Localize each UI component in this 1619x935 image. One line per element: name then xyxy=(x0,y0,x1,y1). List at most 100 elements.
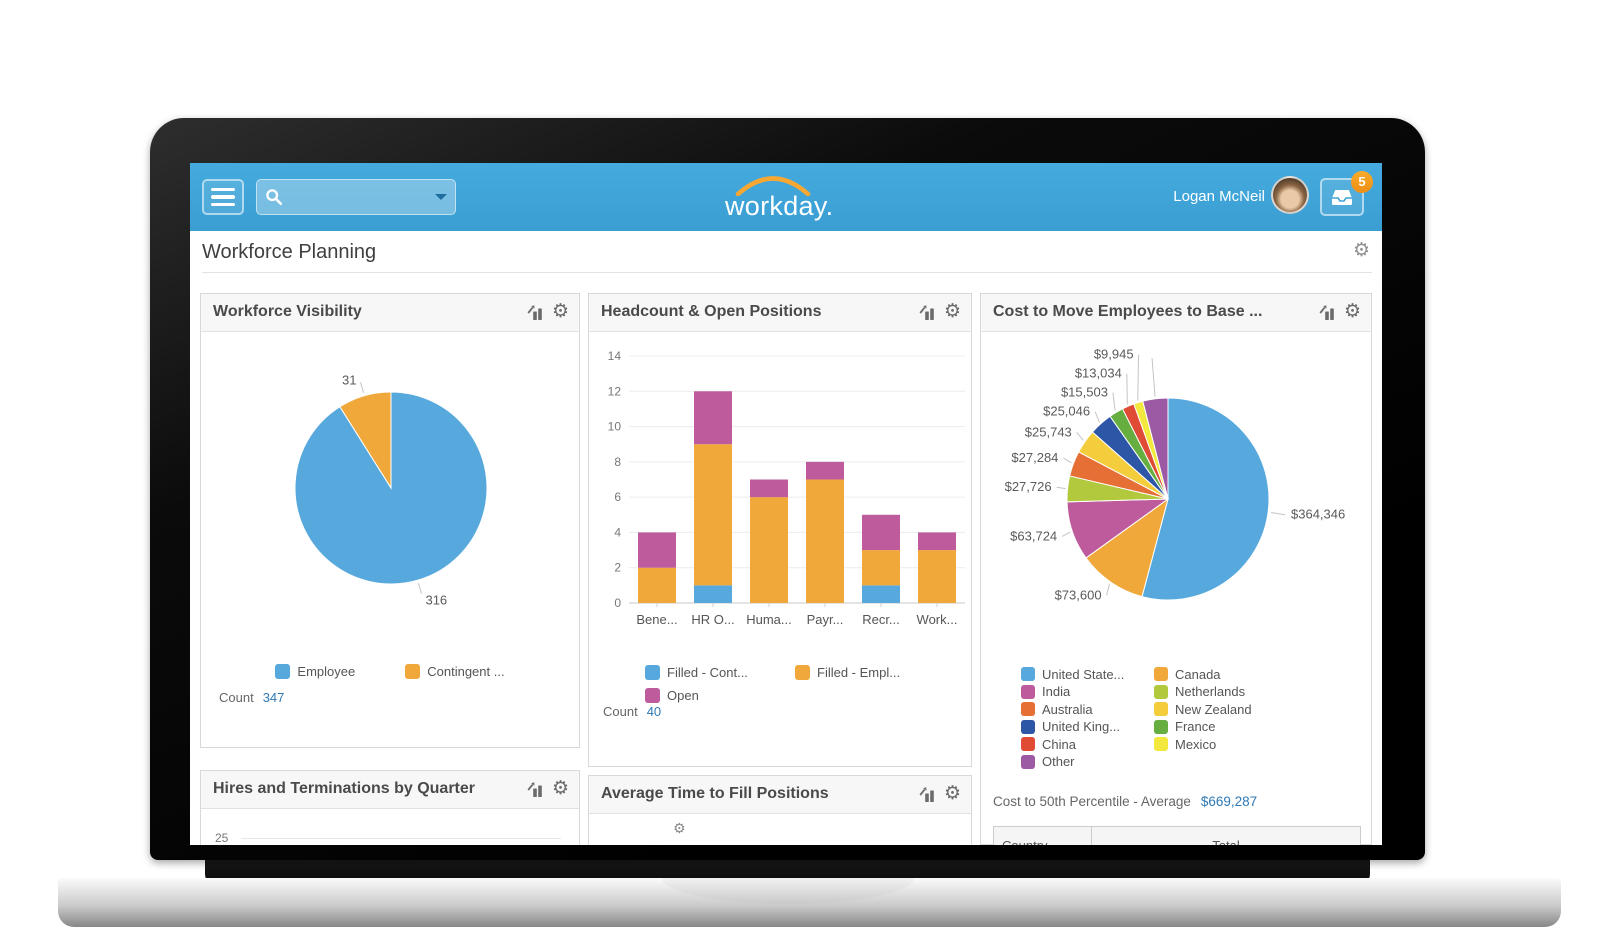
bar-segment-bene-[interactable] xyxy=(638,532,676,568)
bar-segment-hr-o-[interactable] xyxy=(694,391,732,445)
bar-segment-work-[interactable] xyxy=(918,532,956,551)
legend-swatch xyxy=(1154,719,1168,734)
legend-item: France xyxy=(1154,719,1287,735)
card-gear-icon[interactable]: ⚙ xyxy=(551,300,569,322)
cost-to-move-pie-chart: $364,346 $73,600 $63,724 $27,726 $27,284 $25,… xyxy=(1005,347,1346,603)
card-chart-options-icon[interactable] xyxy=(527,304,543,320)
bar-segment-hr-o-[interactable] xyxy=(694,444,732,586)
summary-row: Cost to 50th Percentile - Average $669,28… xyxy=(993,794,1257,809)
card-header: Headcount & Open Positions ⚙ xyxy=(589,294,971,332)
legend-label: Filled - Empl... xyxy=(817,664,901,680)
search-dropdown-caret-icon[interactable] xyxy=(435,194,447,200)
bar-segment-payr-[interactable] xyxy=(806,479,844,604)
pie-callout-label: $73,600 xyxy=(1055,587,1102,602)
card-body-gear-icon[interactable]: ⚙ xyxy=(673,821,686,837)
legend-label: Other xyxy=(1042,754,1075,770)
legend-label: Netherlands xyxy=(1175,684,1246,700)
avatar[interactable] xyxy=(1271,176,1309,214)
pie-slice-united-states[interactable] xyxy=(1141,397,1270,601)
y-axis-tick-label: 14 xyxy=(608,349,622,363)
pie-callout-label: $13,034 xyxy=(1075,366,1122,381)
pie-callout-label: $27,726 xyxy=(1005,479,1052,494)
pie-callout-label: $9,945 xyxy=(1094,347,1134,362)
card-header: Hires and Terminations by Quarter ⚙ xyxy=(201,771,579,809)
count-label: Count xyxy=(219,690,254,705)
card-title: Cost to Move Employees to Base ... xyxy=(993,303,1263,320)
bar-segment-bene-[interactable] xyxy=(638,567,676,603)
legend-label: United King... xyxy=(1042,719,1121,735)
card-gear-icon[interactable]: ⚙ xyxy=(943,300,961,322)
card-chart-options-icon[interactable] xyxy=(919,786,935,802)
notification-badge[interactable]: 5 xyxy=(1351,171,1373,193)
search-input[interactable] xyxy=(283,188,431,206)
workforce-visibility-pie-chart: 316 31 xyxy=(294,372,488,608)
card-title: Headcount & Open Positions xyxy=(601,303,822,320)
legend-label: United State... xyxy=(1042,666,1125,682)
card-body: 316 31 Employee Contingent ... Count 347 xyxy=(201,332,579,747)
bar-segment-recr-[interactable] xyxy=(862,550,900,586)
card-avg-time-to-fill: Average Time to Fill Positions ⚙ xyxy=(588,775,972,845)
pie-callout-label: 316 xyxy=(425,593,447,608)
legend-item: Open xyxy=(645,686,795,704)
legend-label: Open xyxy=(667,687,699,703)
workday-arc-icon xyxy=(735,176,811,196)
card-hires-terminations: Hires and Terminations by Quarter ⚙ xyxy=(200,770,580,845)
legend-label: Canada xyxy=(1175,666,1221,682)
legend-swatch xyxy=(1021,719,1035,734)
dashboard-settings-gear-icon[interactable]: ⚙ xyxy=(1352,239,1370,261)
card-chart-options-icon[interactable] xyxy=(919,304,935,320)
workday-logo-text: workday. xyxy=(725,191,834,221)
legend-swatch xyxy=(645,687,660,703)
pie-callout-label: $27,284 xyxy=(1011,450,1058,465)
bar-segment-work-[interactable] xyxy=(918,550,956,603)
y-axis-tick-label: 4 xyxy=(614,525,621,539)
x-axis-category-label: HR O... xyxy=(691,612,734,627)
card-header: Workforce Visibility ⚙ xyxy=(201,294,579,332)
x-axis-category-label: Huma... xyxy=(746,612,792,627)
legend-item: Employee xyxy=(275,662,355,680)
legend-label: India xyxy=(1042,684,1071,700)
card-header: Cost to Move Employees to Base ... ⚙ xyxy=(981,294,1371,332)
pie-slice-contingent-worker[interactable] xyxy=(339,391,392,490)
bar-segment-huma-[interactable] xyxy=(750,497,788,603)
card-body: 25 xyxy=(201,809,579,845)
table-column-header: Country xyxy=(993,826,1092,845)
y-axis-tick-label: 12 xyxy=(608,384,622,398)
card-chart-options-icon[interactable] xyxy=(527,781,543,797)
pie-callout-label: $25,046 xyxy=(1043,404,1090,419)
search-box[interactable] xyxy=(256,179,456,215)
inbox-button[interactable]: 5 xyxy=(1320,171,1373,216)
card-title: Workforce Visibility xyxy=(213,303,362,320)
count-value[interactable]: 40 xyxy=(646,704,662,719)
count-value[interactable]: 347 xyxy=(262,690,285,705)
card-body: 0 2 4 6 8 10 12 14 Bene... HR O... Huma... Payr... R… xyxy=(589,332,971,766)
user-name[interactable]: Logan McNeil xyxy=(1173,188,1265,205)
summary-value[interactable]: $669,287 xyxy=(1200,794,1258,809)
card-title: Hires and Terminations by Quarter xyxy=(213,780,475,797)
x-axis-category-label: Payr... xyxy=(807,612,844,627)
card-gear-icon[interactable]: ⚙ xyxy=(943,782,961,804)
bar-segment-hr-o-[interactable] xyxy=(694,585,732,603)
legend-swatch xyxy=(1154,737,1168,752)
pie-slice-canada[interactable] xyxy=(1085,497,1169,598)
bar-segment-recr-[interactable] xyxy=(862,514,900,551)
x-axis-category-label: Bene... xyxy=(636,612,677,627)
card-chart-options-icon[interactable] xyxy=(1319,304,1335,320)
card-gear-icon[interactable]: ⚙ xyxy=(551,777,569,799)
bar-segment-recr-[interactable] xyxy=(862,585,900,603)
legend-swatch xyxy=(1021,667,1035,681)
bar-segment-payr-[interactable] xyxy=(806,461,844,480)
pie-slice-other[interactable] xyxy=(1142,397,1169,500)
legend-label: Employee xyxy=(297,663,356,679)
legend-swatch xyxy=(405,663,421,679)
card-workforce-visibility: Workforce Visibility ⚙ xyxy=(200,293,580,748)
legend-swatch xyxy=(1021,702,1035,717)
card-gear-icon[interactable]: ⚙ xyxy=(1343,300,1361,322)
y-axis-tick-label: 10 xyxy=(608,420,622,434)
card-title: Average Time to Fill Positions xyxy=(601,785,829,802)
legend-swatch xyxy=(1021,684,1035,699)
bar-segment-huma-[interactable] xyxy=(750,479,788,498)
count-row: Count 347 xyxy=(219,690,284,705)
menu-button[interactable] xyxy=(202,179,244,215)
x-axis-category-label: Work... xyxy=(917,612,958,627)
